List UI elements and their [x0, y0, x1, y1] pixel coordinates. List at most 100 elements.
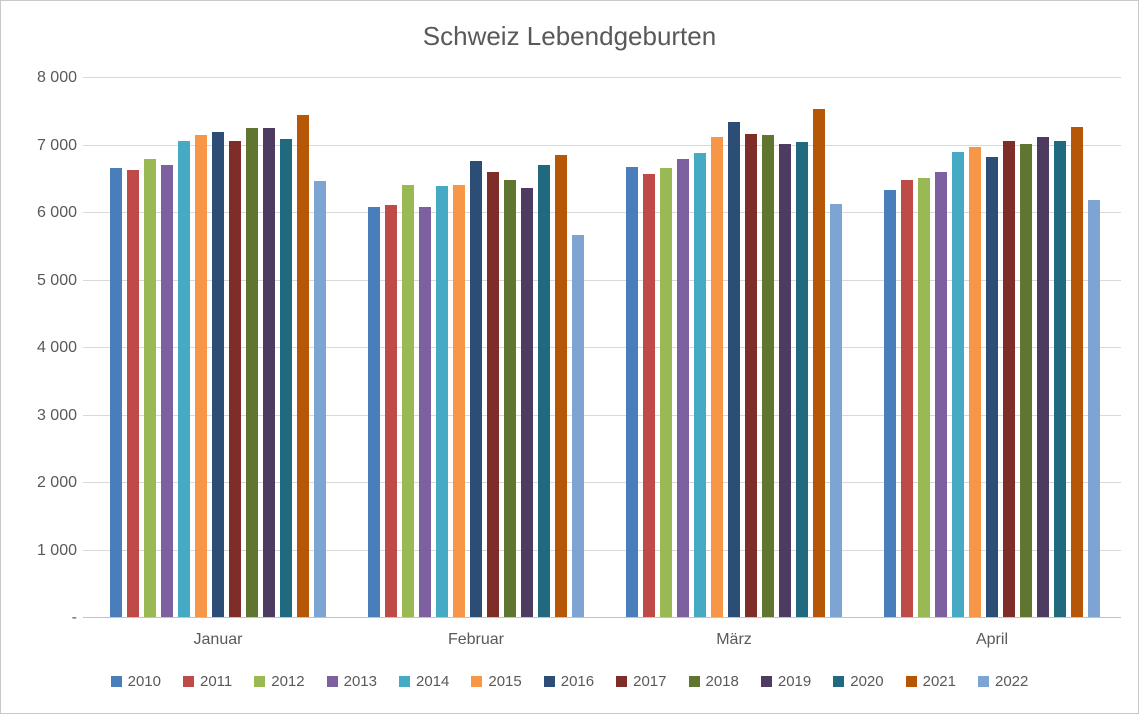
bar-2022-april [1088, 200, 1100, 617]
gridline-1000 [83, 549, 1121, 551]
legend-label: 2019 [777, 673, 812, 690]
legend-swatch-2020 [833, 676, 845, 687]
bar-2012-januar [144, 159, 156, 617]
legend-item-2015: 2015 [471, 673, 522, 690]
bar-2018-märz [762, 135, 774, 617]
legend-label: 2015 [488, 673, 522, 690]
x-axis-label-januar: Januar [193, 631, 243, 648]
bar-2020-april [1054, 141, 1066, 617]
bar-2020-januar [280, 139, 292, 617]
legend-swatch-2019 [760, 676, 772, 687]
bar-2013-april [935, 172, 947, 617]
legend-label: 2022 [995, 673, 1029, 690]
bar-2013-märz [677, 159, 689, 617]
bar-2010-februar [368, 207, 380, 617]
bar-2017-januar [229, 141, 241, 617]
bar-2018-april [1020, 144, 1032, 617]
gridline-4000 [83, 347, 1121, 348]
legend-swatch-2012 [254, 676, 266, 687]
bar-2022-februar [572, 235, 584, 617]
bar-2011-april [901, 180, 913, 617]
bar-2018-februar [504, 180, 516, 617]
legend-swatch-2011 [182, 676, 194, 687]
bar-2011-februar [385, 205, 397, 617]
bar-2015-februar [453, 185, 465, 617]
legend-swatch-2013 [326, 676, 338, 687]
legend-label: 2012 [271, 673, 305, 690]
legend-item-2022: 2022 [978, 673, 1028, 690]
bar-2016-januar [212, 132, 224, 617]
x-axis-label-april: April [975, 631, 1008, 648]
plot-area [83, 77, 1121, 618]
legend-item-2018: 2018 [688, 673, 739, 690]
bar-2017-februar [487, 172, 499, 617]
legend-item-2013: 2013 [326, 673, 377, 690]
bar-2014-januar [178, 141, 190, 617]
y-axis-tick-label: 6 000 [36, 204, 77, 221]
gridline-8000 [83, 77, 1121, 78]
bar-2019-april [1037, 137, 1049, 617]
bar-2013-februar [419, 207, 431, 617]
bar-2020-märz [796, 142, 808, 617]
y-axis-tick-label: 5 000 [36, 271, 77, 289]
legend-swatch-2017 [616, 676, 628, 687]
bar-2014-april [952, 152, 964, 617]
y-axis-tick-label: 1 000 [36, 541, 77, 559]
gridline-7000 [83, 144, 1121, 146]
bar-2011-märz [643, 174, 655, 617]
bar-2019-januar [263, 128, 275, 617]
legend-swatch-2014 [399, 676, 410, 687]
legend-label: 2017 [633, 673, 667, 690]
chart-title: Schweiz Lebendgeburten [422, 21, 717, 51]
legend-item-2011: 2011 [182, 673, 233, 690]
bar-2012-märz [660, 168, 672, 617]
legend-label: 2021 [922, 673, 956, 690]
bar-group-januar [89, 77, 347, 617]
legend-item-2012: 2012 [254, 673, 305, 690]
bar-2010-märz [626, 167, 638, 617]
x-axis-label-februar: Februar [447, 631, 505, 648]
bar-2016-februar [470, 161, 482, 617]
legend: 2010 2011 2012 2013 2014 2015 2016 2017 2018 2019… [1, 673, 1138, 690]
y-axis-tick-label: 2 000 [36, 474, 77, 491]
legend-swatch-2010 [110, 676, 122, 687]
bar-2021-januar [297, 115, 309, 617]
bar-2017-märz [745, 134, 757, 617]
bar-group-februar [347, 77, 605, 617]
y-axis-tick-label: 3 000 [36, 406, 77, 424]
legend-item-2021: 2021 [905, 673, 956, 690]
legend-label: 2016 [560, 673, 595, 690]
bar-group-märz [605, 77, 863, 617]
bar-2020-februar [538, 165, 550, 617]
legend-item-2019: 2019 [760, 673, 812, 690]
y-axis-tick-label: 8 000 [36, 69, 77, 86]
legend-swatch-2022 [978, 676, 989, 687]
bar-2018-januar [246, 128, 258, 617]
bar-group-april [863, 77, 1121, 617]
gridline-5000 [83, 279, 1121, 281]
bar-2011-januar [127, 170, 139, 617]
legend-item-2020: 2020 [833, 673, 884, 690]
legend-item-2017: 2017 [616, 673, 667, 690]
legend-label: 2018 [705, 673, 739, 690]
gridline-2000 [83, 482, 1121, 483]
bar-2022-märz [830, 204, 842, 617]
legend-label: 2011 [199, 673, 233, 690]
bar-2015-april [969, 147, 981, 617]
bar-2012-februar [402, 185, 414, 617]
bar-2017-april [1003, 141, 1015, 617]
bar-2010-januar [110, 168, 122, 617]
legend-swatch-2018 [688, 676, 700, 687]
legend-swatch-2016 [543, 676, 555, 687]
bar-2014-februar [436, 186, 448, 617]
y-axis-tick-label: 4 000 [36, 339, 77, 356]
bar-2015-januar [195, 135, 207, 617]
bar-2021-märz [813, 109, 825, 617]
x-axis-label-märz: März [716, 631, 752, 648]
legend-item-2014: 2014 [399, 673, 449, 690]
legend-label: 2013 [343, 673, 377, 690]
legend-label: 2014 [416, 673, 450, 690]
bar-2016-april [986, 157, 998, 617]
gridline-6000 [83, 212, 1121, 213]
